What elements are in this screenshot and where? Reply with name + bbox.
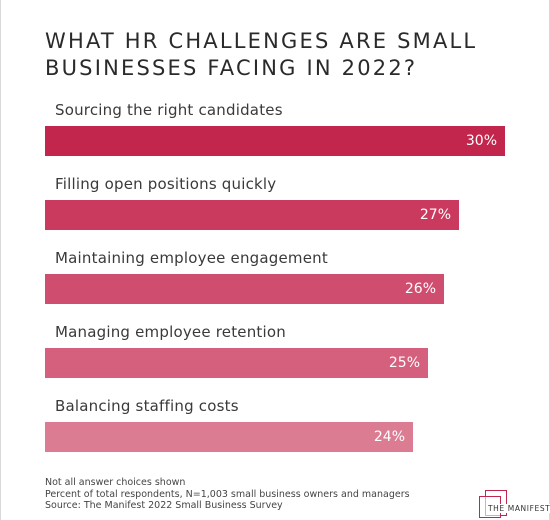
- value-label: 27%: [420, 200, 451, 230]
- value-label: 30%: [466, 126, 497, 156]
- note-source: Source: The Manifest 2022 Small Business…: [45, 500, 410, 512]
- value-label: 26%: [405, 274, 436, 304]
- category-label: Balancing staffing costs: [55, 397, 239, 415]
- category-label: Managing employee retention: [55, 323, 286, 341]
- logo-text: THE MANIFEST: [487, 504, 550, 513]
- category-label: Filling open positions quickly: [55, 175, 276, 193]
- bar: 26%: [45, 274, 444, 304]
- value-label: 25%: [389, 348, 420, 378]
- bar: 30%: [45, 126, 505, 156]
- manifest-logo: THE MANIFEST: [477, 490, 547, 518]
- value-label: 24%: [374, 422, 405, 452]
- bar: 24%: [45, 422, 413, 452]
- note-answer-choices: Not all answer choices shown: [45, 477, 410, 489]
- note-respondents: Percent of total respondents, N=1,003 sm…: [45, 489, 410, 501]
- category-label: Maintaining employee engagement: [55, 249, 328, 267]
- bar: 27%: [45, 200, 459, 230]
- chart-notes: Not all answer choices shown Percent of …: [45, 477, 410, 512]
- bar: 25%: [45, 348, 428, 378]
- category-label: Sourcing the right candidates: [55, 101, 283, 119]
